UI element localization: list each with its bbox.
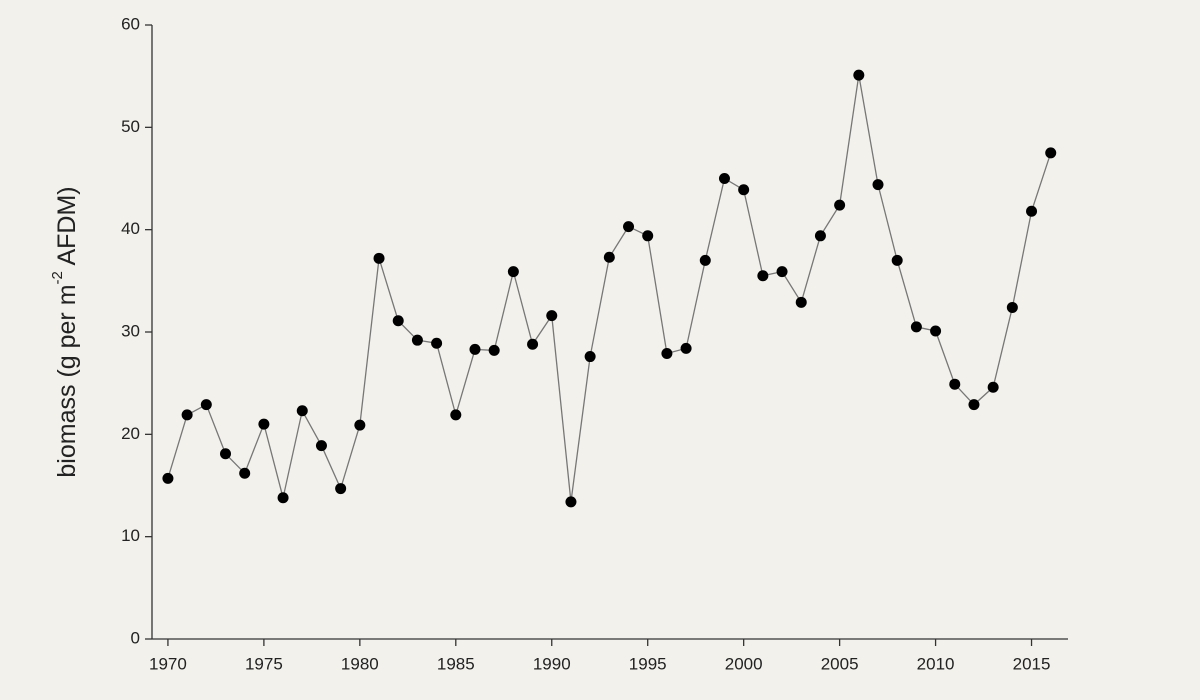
data-point [450,409,462,421]
data-point [757,270,769,282]
y-tick-label: 30 [121,321,140,340]
data-point [431,337,443,349]
data-point [603,251,615,263]
data-point [315,440,327,452]
y-tick-label: 0 [131,628,140,647]
data-point [795,296,807,308]
data-point [200,399,212,411]
data-point [565,496,577,508]
y-tick-label: 60 [121,14,140,33]
data-point [220,448,232,460]
data-point [718,173,730,184]
y-axis-label: biomass (g per m-2 AFDM) [49,186,81,477]
x-tick-label: 1990 [533,654,571,673]
data-point [296,405,308,417]
data-point [584,351,596,363]
y-label-sup: -2 [49,271,66,284]
x-tick-label: 1975 [245,654,283,673]
data-point [507,266,519,278]
data-point [1045,147,1057,159]
data-point [488,344,500,356]
y-tick-label: 10 [121,526,140,545]
y-label-end: AFDM) [53,186,81,271]
data-point [546,310,558,322]
data-point [834,199,846,211]
data-point [392,315,404,327]
data-point [1026,205,1038,217]
series-line [167,75,1052,502]
data-point [661,347,673,359]
data-point [738,184,750,196]
y-tick-label: 40 [121,219,140,238]
data-point [373,252,385,264]
data-point [949,378,961,390]
data-point [623,221,635,233]
data-point [642,230,654,242]
data-point [527,338,539,350]
data-point [968,399,980,411]
x-tick-label: 2005 [821,654,859,673]
x-tick-label: 2015 [1013,654,1051,673]
y-tick-label: 20 [121,424,140,443]
x-tick-label: 1985 [437,654,475,673]
data-point [930,325,942,337]
data-point [277,492,289,504]
x-tick-label: 1980 [341,654,379,673]
data-point [776,266,788,278]
data-point [162,472,174,484]
data-point [411,334,423,346]
data-point [680,342,692,354]
data-point [354,419,366,431]
y-label-main: biomass (g per m [53,284,81,477]
y-tick-label: 50 [121,117,140,136]
data-point [1006,301,1018,313]
data-point [853,69,865,81]
data-point [335,483,347,495]
data-point [910,321,922,333]
x-tick-label: 2010 [917,654,955,673]
x-tick-label: 2000 [725,654,763,673]
data-point [987,381,999,393]
x-tick-label: 1995 [629,654,667,673]
data-point [814,230,826,242]
data-point [469,343,481,355]
data-point [891,254,903,266]
data-point [181,409,193,421]
data-point [872,179,884,191]
data-point [258,418,270,430]
x-tick-label: 1970 [149,654,187,673]
data-point [239,467,251,479]
data-point [699,254,711,266]
